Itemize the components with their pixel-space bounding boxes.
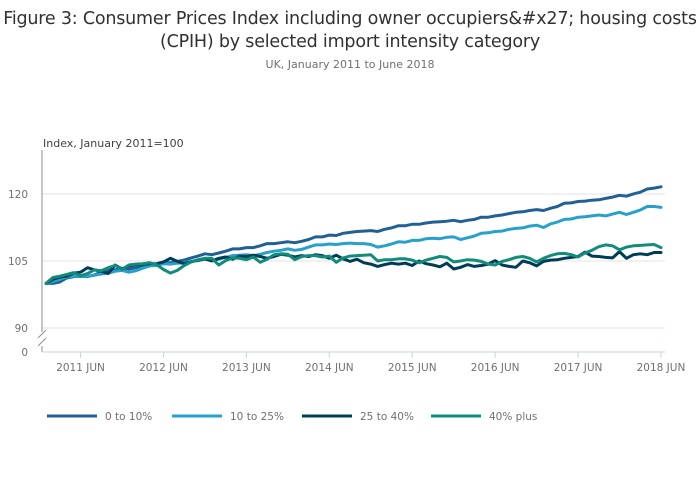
y-tick-label: 105 [8, 256, 28, 268]
series-lines [44, 185, 663, 285]
chart-subtitle: UK, January 2011 to June 2018 [265, 58, 435, 71]
legend: 0 to 10% 10 to 25% 25 to 40% 40% plus [47, 411, 537, 423]
legend-item[interactable]: 10 to 25% [172, 411, 284, 423]
legend-item[interactable]: 40% plus [431, 411, 537, 423]
x-tick-label: 2016 JUN [471, 362, 520, 374]
x-tick-label: 2015 JUN [388, 362, 437, 374]
axis-break-icon [37, 329, 47, 347]
x-tick-label: 2014 JUN [305, 362, 354, 374]
x-tick-label: 2013 JUN [222, 362, 271, 374]
x-tick-label: 2017 JUN [554, 362, 603, 374]
legend-label: 40% plus [489, 411, 537, 423]
legend-item[interactable]: 25 to 40% [302, 411, 414, 423]
y-axis-label: Index, January 2011=100 [43, 137, 184, 150]
x-ticks: 2011 JUN 2012 JUN 2013 JUN 2014 JUN 2015 JUN… [56, 352, 685, 374]
chart-title: Figure 3: Consumer Prices Index includin… [3, 9, 697, 52]
series-line-10-to-25 [44, 205, 663, 285]
series-line-40-plus [44, 243, 663, 285]
legend-item[interactable]: 0 to 10% [47, 411, 152, 423]
y-tick-labels: 90 105 120 [8, 189, 28, 335]
legend-label: 25 to 40% [360, 411, 414, 423]
x-tick-label: 2011 JUN [56, 362, 105, 374]
y-break-label: 0 [21, 347, 28, 359]
legend-label: 10 to 25% [230, 411, 284, 423]
y-tick-label: 120 [8, 189, 28, 201]
y-tick-label: 90 [15, 323, 28, 335]
x-tick-label: 2018 JUN [637, 362, 686, 374]
legend-label: 0 to 10% [105, 411, 152, 423]
x-tick-label: 2012 JUN [139, 362, 188, 374]
